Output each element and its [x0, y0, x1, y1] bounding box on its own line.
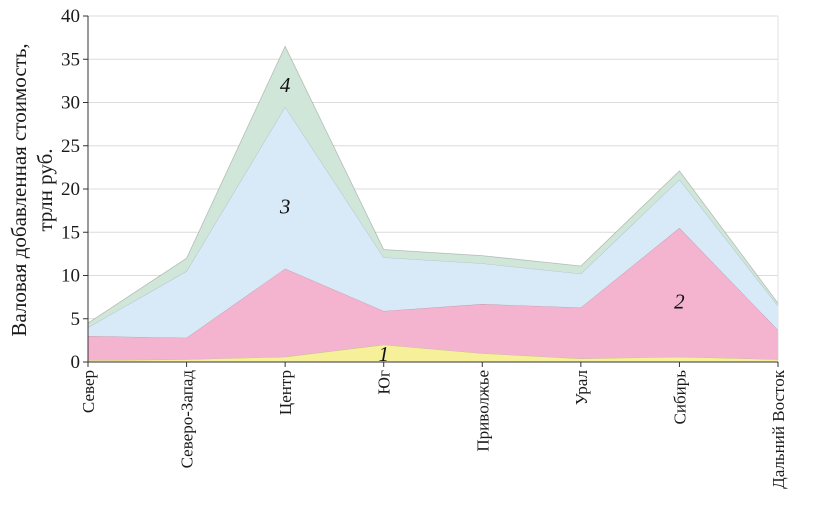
series-label-4: 4 — [280, 73, 291, 97]
x-tick-label: Северо-Запад — [178, 370, 197, 469]
series-labels: 1 2 3 4 — [279, 73, 685, 366]
area-series-2 — [88, 227, 778, 361]
x-tick-label: Дальний Восток — [769, 369, 788, 489]
y-tick-label: 15 — [61, 222, 80, 243]
y-axis-label-line-2: трлн руб. — [33, 148, 57, 231]
y-tick-labels: 0 5 10 15 20 25 30 35 40 — [61, 6, 88, 373]
y-tick-label: 40 — [61, 6, 80, 27]
y-tick-label: 10 — [61, 266, 80, 287]
y-tick-label: 0 — [71, 352, 81, 373]
y-tick-label: 35 — [61, 49, 80, 70]
series-label-1: 1 — [378, 342, 389, 366]
series-label-3: 3 — [279, 194, 291, 218]
y-axis-label-line-1: Валовая добавленная стоимость, — [7, 43, 31, 336]
y-tick-label: 5 — [71, 309, 81, 330]
x-tick-label: Приволжье — [473, 370, 492, 452]
y-tick-label: 30 — [61, 93, 80, 114]
area-series — [87, 45, 779, 362]
x-tick-labels: Север Северо-Запад Центр Юг Приволжье Урал Сиб… — [79, 362, 788, 489]
x-tick-label: Сибирь — [670, 370, 689, 425]
x-tick-label: Урал — [572, 369, 591, 405]
y-tick-label: 25 — [61, 136, 80, 157]
x-tick-label: Север — [79, 370, 98, 413]
area-series-1 — [88, 344, 778, 362]
y-tick-label: 20 — [61, 179, 80, 200]
area-series-4 — [88, 46, 778, 328]
series-top-line-4 — [87, 45, 779, 324]
x-tick-label: Центр — [276, 370, 295, 415]
x-tick-label: Юг — [375, 370, 394, 394]
series-label-2: 2 — [674, 289, 685, 313]
area-series-3 — [88, 106, 778, 338]
